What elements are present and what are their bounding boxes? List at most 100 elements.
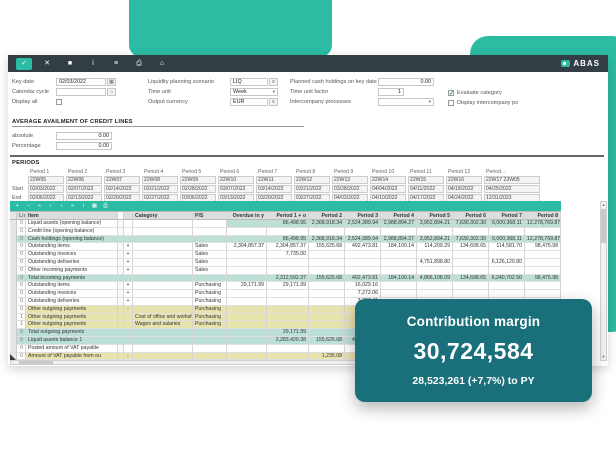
delete-row-icon[interactable]: − bbox=[26, 202, 31, 209]
cancel-icon[interactable]: ✕ bbox=[44, 59, 50, 67]
table-row[interactable]: 0 Outstanding items + Purchasing 29,171.… bbox=[10, 282, 561, 291]
table-row[interactable]: 0 Outstanding invoices + Purchasing 7,27… bbox=[10, 290, 561, 298]
table-row[interactable]: 0 Liquid assets (opening balance) 86,498… bbox=[10, 220, 561, 228]
add-row-icon[interactable]: + bbox=[15, 202, 20, 209]
info-icon[interactable]: i bbox=[82, 202, 85, 209]
row-selector[interactable] bbox=[10, 227, 17, 236]
stop-icon[interactable]: ■ bbox=[67, 59, 73, 67]
column-header[interactable]: Period 4 bbox=[381, 211, 417, 220]
period-start-field[interactable]: 03/07/2022 bbox=[218, 185, 254, 193]
period-week-field[interactable]: 22W11 bbox=[256, 176, 292, 184]
period-week-field[interactable]: 22W16 bbox=[446, 176, 482, 184]
row-selector[interactable] bbox=[10, 329, 17, 337]
column-header[interactable]: Item bbox=[26, 211, 118, 220]
period-week-field[interactable]: 22W06 bbox=[66, 176, 102, 184]
period-week-field[interactable]: 22W10 bbox=[218, 176, 254, 184]
column-header[interactable]: Line bbox=[17, 211, 26, 220]
intercompany-select[interactable] bbox=[378, 98, 434, 106]
period-week-field[interactable]: 22W15 bbox=[408, 176, 444, 184]
last-row-icon[interactable]: » bbox=[70, 202, 75, 209]
time-unit-factor-field[interactable]: 1 bbox=[378, 88, 404, 96]
table-row[interactable]: 0 Outstanding invoices + Sales 7,735.00 bbox=[10, 251, 561, 259]
table-row[interactable]: 0 Outstanding items + Sales 2,304,857.37… bbox=[10, 243, 561, 252]
column-header[interactable]: Category bbox=[133, 211, 193, 220]
calendar-icon[interactable]: ▦ bbox=[107, 78, 116, 86]
output-currency-field[interactable]: EUR bbox=[230, 98, 268, 106]
evaluate-category-checkbox[interactable] bbox=[448, 90, 454, 97]
period-week-field[interactable]: 22W12 bbox=[294, 176, 330, 184]
table-row[interactable]: 0 Outstanding deliveries + Sales 4,751,8… bbox=[10, 258, 561, 267]
confirm-icon[interactable]: ✓ bbox=[16, 57, 32, 70]
planned-cash-field[interactable]: 0.00 bbox=[378, 78, 434, 86]
row-selector[interactable] bbox=[10, 344, 17, 353]
period-week-field[interactable]: 22W14 bbox=[370, 176, 406, 184]
period-start-field[interactable]: 02/07/2022 bbox=[66, 185, 102, 193]
table-row[interactable]: 0 Credit line (opening balance) bbox=[10, 227, 561, 236]
percentage-field[interactable]: 0.00 bbox=[56, 142, 112, 150]
column-header[interactable]: Period 6 bbox=[453, 211, 489, 220]
period-start-field[interactable]: 04/11/2022 bbox=[408, 185, 444, 193]
column-header[interactable]: Period 8 bbox=[525, 211, 561, 220]
period-start-field[interactable]: 02/14/2022 bbox=[104, 185, 140, 193]
horizontal-scroll-thumb[interactable] bbox=[19, 361, 53, 364]
row-selector[interactable] bbox=[10, 297, 17, 306]
period-start-field[interactable]: 02/21/2022 bbox=[142, 185, 178, 193]
period-week-field[interactable]: 22W07 bbox=[104, 176, 140, 184]
table-row[interactable]: 0 Total incoming payments 2,312,592.37 15… bbox=[10, 274, 561, 283]
calendar-cycle-field[interactable] bbox=[56, 88, 106, 96]
row-selector[interactable] bbox=[10, 290, 17, 298]
column-header[interactable]: Period 1 + o bbox=[267, 211, 309, 220]
period-week-field[interactable]: 22W13 bbox=[332, 176, 368, 184]
row-selector[interactable] bbox=[10, 274, 17, 283]
menu-icon[interactable]: ≡ bbox=[113, 59, 119, 67]
column-header[interactable]: Period 2 bbox=[309, 211, 345, 220]
row-selector[interactable] bbox=[10, 305, 17, 314]
period-start-field[interactable]: 03/28/2022 bbox=[332, 185, 368, 193]
search-icon[interactable]: ○ bbox=[107, 88, 116, 96]
liquidity-scenario-field[interactable]: LIQ bbox=[230, 78, 268, 86]
print-icon[interactable]: ⎙ bbox=[136, 59, 142, 67]
absolute-field[interactable]: 0.00 bbox=[56, 132, 112, 140]
column-header[interactable]: Period 7 bbox=[489, 211, 525, 220]
row-selector[interactable] bbox=[10, 266, 17, 275]
column-header[interactable]: Period 5 bbox=[417, 211, 453, 220]
time-unit-select[interactable]: Week bbox=[230, 88, 278, 96]
period-start-field[interactable]: 04/18/2022 bbox=[446, 185, 482, 193]
column-header[interactable]: P/S bbox=[193, 211, 227, 220]
scroll-up-icon[interactable]: ▲ bbox=[601, 202, 606, 207]
row-selector[interactable] bbox=[10, 220, 17, 228]
row-selector[interactable] bbox=[10, 251, 17, 259]
row-selector[interactable] bbox=[10, 313, 17, 322]
period-week-field[interactable]: 22W17 23W05 bbox=[484, 176, 540, 184]
prev-row-icon[interactable]: ‹ bbox=[49, 202, 52, 209]
row-selector[interactable] bbox=[10, 336, 17, 345]
home-icon[interactable]: ⌂ bbox=[159, 59, 165, 67]
row-selector[interactable] bbox=[10, 243, 17, 252]
vertical-scrollbar[interactable]: ▲ ▼ bbox=[600, 201, 607, 361]
period-start-field[interactable]: 03/14/2022 bbox=[256, 185, 292, 193]
row-selector[interactable] bbox=[10, 258, 17, 267]
table-row[interactable]: 0 Other incoming payments + Sales bbox=[10, 266, 561, 275]
key-date-field[interactable]: 02/03/2022 bbox=[56, 78, 106, 86]
column-header[interactable]: Overdue in y bbox=[227, 211, 267, 220]
column-header[interactable]: Period 3 bbox=[345, 211, 381, 220]
info-icon[interactable]: i bbox=[92, 59, 94, 67]
table-icon[interactable]: ▦ bbox=[91, 202, 98, 209]
period-start-field[interactable]: 04/25/2022 bbox=[484, 185, 540, 193]
period-start-field[interactable]: 03/21/2022 bbox=[294, 185, 330, 193]
lookup-icon[interactable]: ≡ bbox=[269, 78, 278, 86]
display-all-checkbox[interactable] bbox=[56, 99, 62, 105]
period-week-field[interactable]: 22W09 bbox=[180, 176, 216, 184]
row-selector[interactable] bbox=[10, 235, 17, 244]
table-row[interactable]: 0 Cash holdings (opening balance) 86,498… bbox=[10, 235, 561, 244]
print-icon[interactable]: ⎙ bbox=[103, 202, 108, 209]
row-selector[interactable] bbox=[10, 321, 17, 330]
next-row-icon[interactable]: › bbox=[60, 202, 63, 209]
scroll-down-icon[interactable]: ▼ bbox=[601, 354, 606, 359]
row-selector[interactable] bbox=[10, 282, 17, 291]
display-intercompany-checkbox[interactable] bbox=[448, 100, 454, 106]
period-week-field[interactable]: 22W05 bbox=[28, 176, 64, 184]
period-start-field[interactable]: 02/28/2022 bbox=[180, 185, 216, 193]
vertical-scroll-thumb[interactable] bbox=[601, 209, 606, 243]
period-week-field[interactable]: 22W08 bbox=[142, 176, 178, 184]
